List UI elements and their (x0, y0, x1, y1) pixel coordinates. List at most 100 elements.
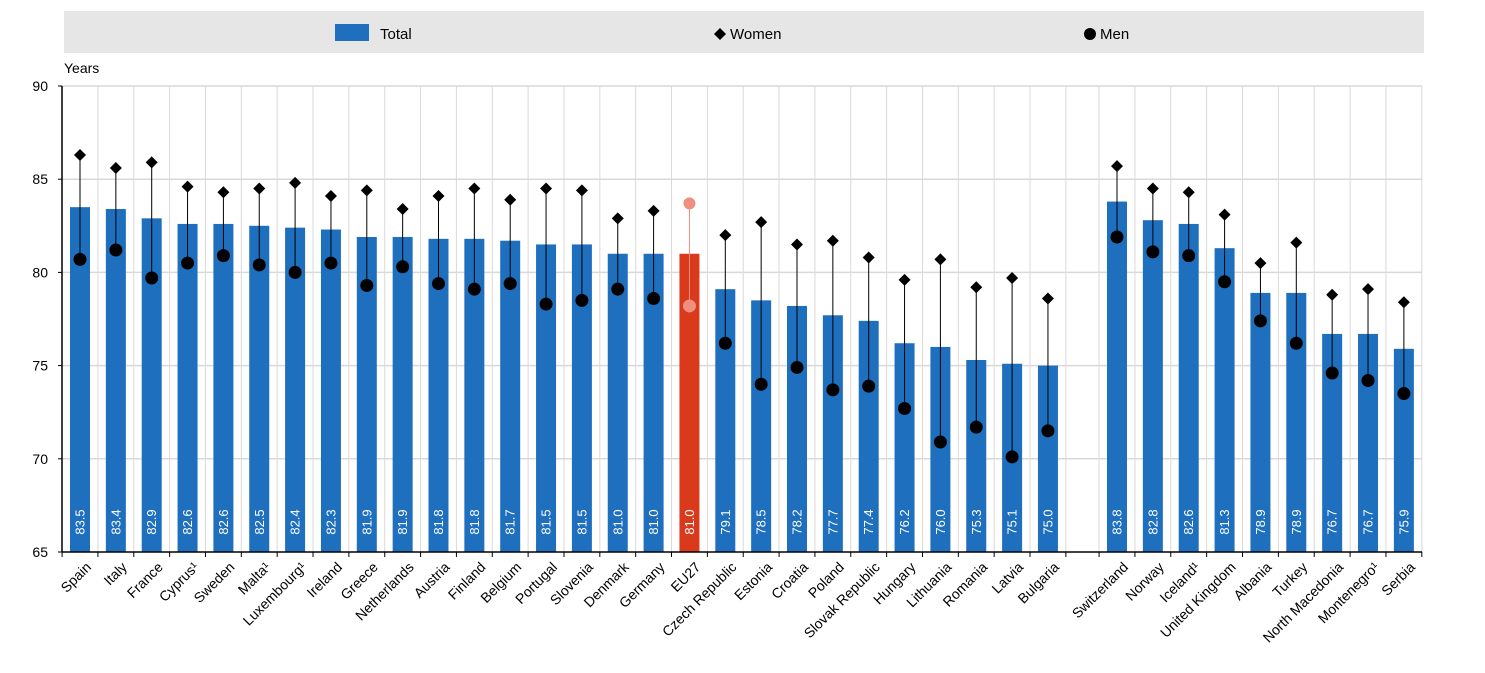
marker-women (1006, 271, 1019, 284)
bar-value-label: 79.1 (718, 509, 733, 534)
bar-value-label: 76.7 (1325, 509, 1340, 534)
bar-value-label: 82.3 (323, 509, 338, 534)
bar-total (966, 360, 987, 552)
marker-women (1041, 292, 1054, 305)
marker-men (1146, 245, 1160, 259)
marker-women (755, 216, 768, 229)
bar-value-label: 82.4 (288, 509, 303, 534)
x-tick-label: Austria (410, 559, 452, 601)
y-tick-label: 85 (32, 171, 48, 187)
bar-value-labels: 83.5 83.4 82.9 82.6 82.6 82.5 82.4 82.3 81.9 81.9… (73, 509, 1412, 534)
marker-men (754, 377, 768, 391)
bar-value-label: 75.3 (969, 509, 984, 534)
bar-value-label: 82.6 (1181, 509, 1196, 534)
marker-women (74, 148, 86, 161)
bar-total (679, 253, 700, 552)
legend-marker-women (714, 28, 726, 40)
marker-women (504, 193, 517, 206)
marker-men (324, 256, 338, 270)
bar-value-label: 76.7 (1361, 509, 1376, 534)
bar-total (70, 207, 90, 552)
x-tick-label: Spain (57, 559, 94, 596)
marker-women (791, 238, 803, 251)
marker-men (539, 297, 553, 311)
legend: Total Women Men (335, 24, 1129, 43)
marker-women (719, 229, 732, 242)
bar-total (894, 343, 915, 552)
bar-total (249, 225, 270, 553)
marker-women (683, 197, 696, 210)
marker-men (360, 278, 374, 292)
y-tick-label: 80 (32, 264, 48, 280)
bar-total (643, 253, 664, 552)
marker-women (324, 189, 337, 202)
bar-value-label: 82.6 (216, 509, 231, 534)
marker-men (145, 271, 159, 285)
marker-women (540, 182, 553, 195)
marker-men (1325, 366, 1339, 380)
x-tick-label: Switzerland (1069, 559, 1131, 621)
marker-men (898, 401, 912, 415)
marker-men (216, 249, 230, 263)
marker-women (647, 204, 660, 217)
marker-men (432, 277, 445, 291)
legend-swatch-total (335, 24, 369, 41)
legend-marker-men (1084, 28, 1096, 40)
x-tick-label: Serbia (1378, 559, 1418, 599)
marker-women (360, 184, 373, 197)
bar-value-label: 82.8 (1145, 509, 1160, 534)
bar-value-label: 81.5 (574, 509, 589, 534)
bar-value-label: 82.6 (180, 509, 195, 534)
bar-value-label: 75.1 (1005, 509, 1020, 534)
bar-value-label: 81.7 (503, 509, 518, 534)
marker-women (862, 251, 875, 264)
bar-value-label: 83.4 (108, 509, 123, 534)
bar-total (607, 253, 628, 552)
marker-men (288, 265, 302, 279)
marker-men (396, 260, 410, 274)
marker-women (468, 182, 481, 195)
x-tick-label: Albania (1230, 559, 1274, 603)
bar-total (822, 315, 843, 552)
marker-men (718, 336, 732, 350)
bar-total (1358, 333, 1379, 552)
y-tick-label: 75 (32, 358, 48, 374)
marker-men (611, 282, 625, 296)
women-markers (74, 148, 1410, 309)
bar-total (141, 218, 162, 552)
bar-total (464, 238, 485, 552)
bar-value-label: 83.5 (73, 509, 88, 534)
y-tick-label: 90 (32, 78, 48, 94)
y-axis-ticks: 65 70 75 80 85 90 (32, 78, 62, 560)
bar-total (1322, 333, 1343, 552)
legend-label-total: Total (380, 26, 412, 43)
y-axis-unit-label: Years (64, 60, 99, 76)
marker-women (611, 212, 624, 225)
marker-men (790, 360, 804, 374)
marker-women (934, 253, 947, 266)
bar-total (1142, 220, 1163, 552)
marker-men (647, 291, 661, 305)
marker-men (181, 256, 195, 270)
bar-value-label: 78.5 (754, 509, 769, 534)
marker-women (575, 184, 588, 197)
bar-total (500, 240, 521, 552)
bar-total (320, 229, 341, 552)
bar-value-label: 81.8 (431, 509, 446, 534)
marker-women (1290, 236, 1303, 249)
bar-value-label: 81.0 (682, 509, 697, 534)
bar-total (213, 223, 234, 552)
bar-value-label: 78.9 (1289, 509, 1304, 534)
bar-value-label: 81.3 (1217, 509, 1232, 534)
bar-total (751, 300, 772, 552)
marker-women (898, 273, 911, 286)
bar-total (177, 223, 198, 552)
bar-value-label: 83.8 (1110, 509, 1125, 534)
bar-total (930, 346, 951, 552)
bar-value-label: 81.5 (539, 509, 554, 534)
bar-total (1393, 348, 1414, 552)
bar-value-label: 75.0 (1040, 509, 1055, 534)
marker-men (1289, 336, 1303, 350)
marker-men (1041, 424, 1055, 438)
marker-women (1326, 288, 1339, 301)
